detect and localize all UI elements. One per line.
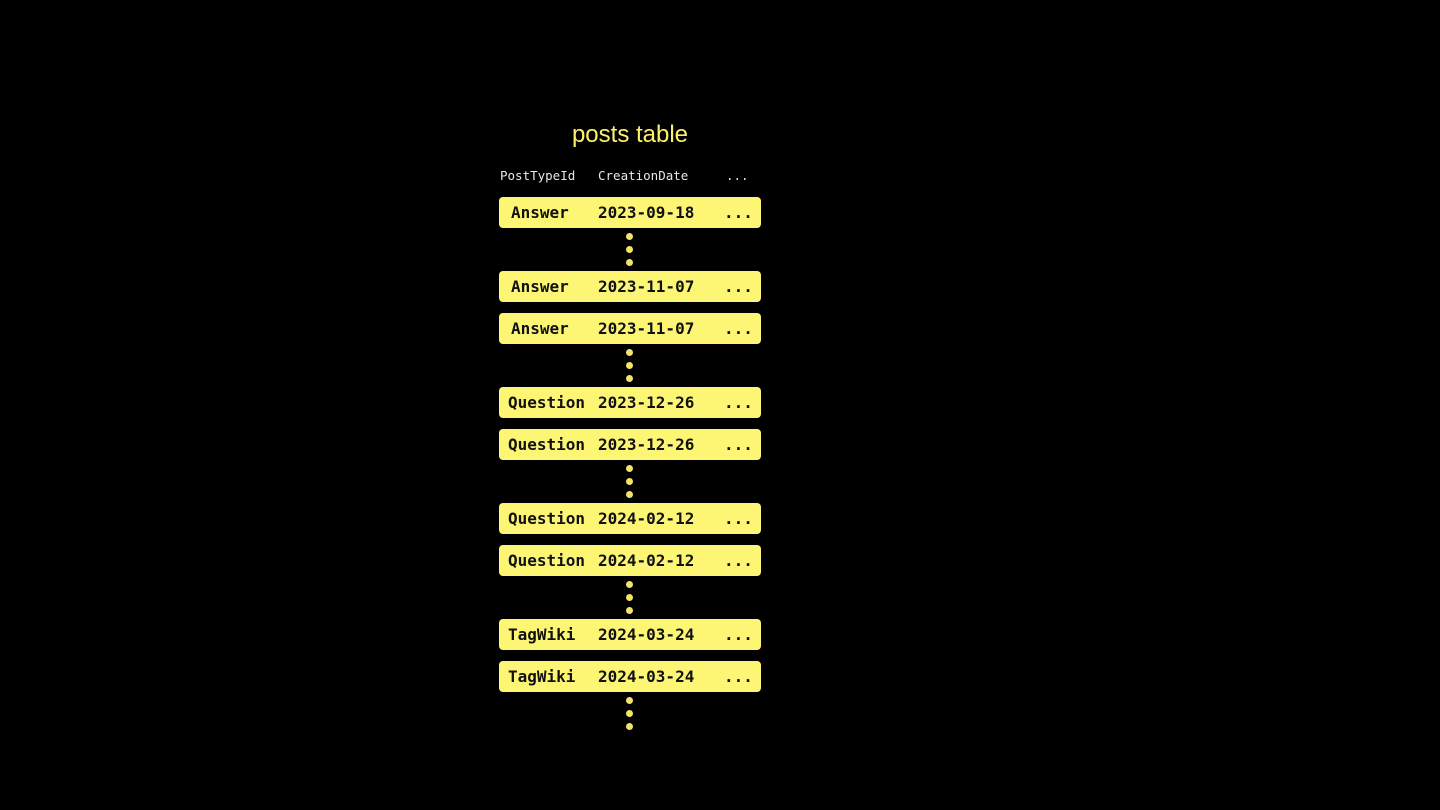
column-header-more: ...	[726, 168, 749, 183]
cell-posttypeid: Answer	[511, 277, 569, 296]
table-row: Question 2023-12-26...	[499, 429, 761, 460]
ellipsis-dot	[626, 710, 633, 717]
ellipsis-dot	[626, 233, 633, 240]
ellipsis-dot	[626, 375, 633, 382]
ellipsis-dot	[626, 607, 633, 614]
table-row: Answer 2023-11-07...	[499, 313, 761, 344]
cell-more: ...	[724, 435, 753, 454]
cell-creationdate: 2024-02-12	[598, 509, 695, 528]
cell-creationdate: 2023-09-18	[598, 203, 695, 222]
cell-more: ...	[724, 551, 753, 570]
ellipsis-dot	[626, 697, 633, 704]
table-row: Answer 2023-11-07...	[499, 271, 761, 302]
cell-more: ...	[724, 203, 753, 222]
cell-more: ...	[724, 625, 753, 644]
cell-creationdate: 2024-02-12	[598, 551, 695, 570]
cell-posttypeid: Answer	[511, 203, 569, 222]
table-row: Question 2023-12-26...	[499, 387, 761, 418]
table-row: TagWiki 2024-03-24...	[499, 619, 761, 650]
cell-more: ...	[724, 393, 753, 412]
cell-more: ...	[724, 319, 753, 338]
ellipsis-dot	[626, 594, 633, 601]
column-header-posttypeid: PostTypeId	[500, 168, 576, 183]
ellipsis-dot	[626, 723, 633, 730]
cell-creationdate: 2023-11-07	[598, 319, 695, 338]
table-row: Answer 2023-09-18...	[499, 197, 761, 228]
cell-posttypeid: Answer	[511, 319, 569, 338]
ellipsis-dot	[626, 491, 633, 498]
ellipsis-dot	[626, 478, 633, 485]
cell-more: ...	[724, 509, 753, 528]
cell-creationdate: 2024-03-24	[598, 625, 695, 644]
column-header-creationdate: CreationDate	[598, 168, 689, 183]
ellipsis-dot	[626, 362, 633, 369]
cell-posttypeid: TagWiki	[508, 625, 576, 644]
cell-posttypeid: Question	[508, 435, 586, 454]
cell-posttypeid: Question	[508, 393, 586, 412]
ellipsis-dot	[626, 465, 633, 472]
ellipsis-dot	[626, 349, 633, 356]
cell-creationdate: 2023-12-26	[598, 435, 695, 454]
ellipsis-dot	[626, 259, 633, 266]
table-title: posts table	[571, 121, 689, 148]
table-row: Question 2024-02-12...	[499, 545, 761, 576]
ellipsis-dot	[626, 581, 633, 588]
table-row: TagWiki 2024-03-24...	[499, 661, 761, 692]
cell-creationdate: 2023-12-26	[598, 393, 695, 412]
cell-creationdate: 2023-11-07	[598, 277, 695, 296]
cell-more: ...	[724, 667, 753, 686]
cell-creationdate: 2024-03-24	[598, 667, 695, 686]
table-row: Question 2024-02-12...	[499, 503, 761, 534]
cell-more: ...	[724, 277, 753, 296]
cell-posttypeid: Question	[508, 551, 586, 570]
ellipsis-dot	[626, 246, 633, 253]
cell-posttypeid: TagWiki	[508, 667, 576, 686]
cell-posttypeid: Question	[508, 509, 586, 528]
